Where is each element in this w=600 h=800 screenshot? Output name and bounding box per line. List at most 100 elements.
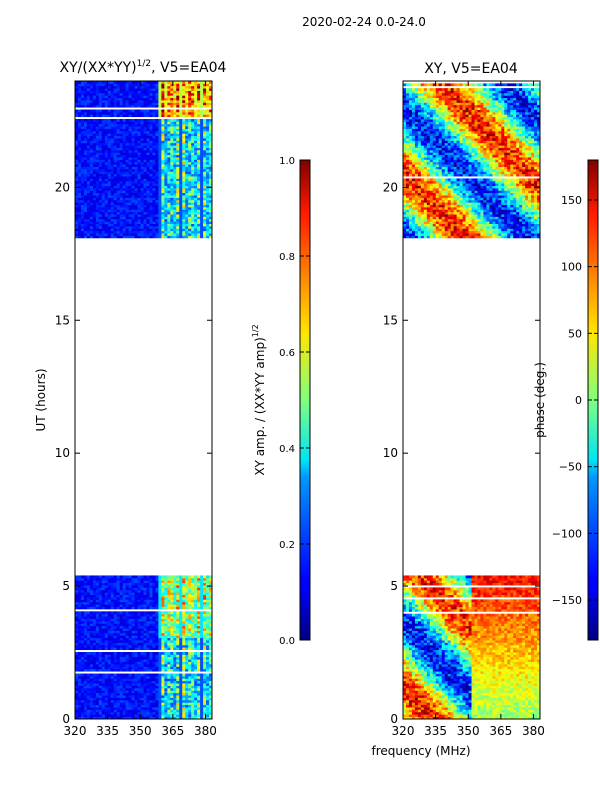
heatmap-cell [179, 678, 183, 682]
heatmap-cell [194, 620, 198, 624]
heatmap-cell [182, 145, 186, 148]
heatmap-cell [173, 161, 177, 165]
heatmap-cell [161, 161, 165, 165]
heatmap-cell [113, 202, 118, 205]
heatmap-cell [185, 647, 189, 651]
heatmap-cell [179, 625, 183, 629]
heatmap-cell [170, 209, 174, 213]
heatmap-cell [137, 577, 141, 581]
heatmap-cell [176, 171, 180, 175]
heatmap-cell [197, 218, 201, 222]
heatmap-cell [152, 630, 156, 634]
heatmap-cell [170, 159, 174, 163]
heatmap-cell [182, 620, 186, 624]
heatmap-cell [173, 642, 177, 646]
heatmap-cell [92, 635, 97, 639]
heatmap-cell [185, 228, 189, 232]
heatmap-cell [101, 187, 106, 191]
heatmap-cell [125, 190, 130, 194]
heatmap-cell [167, 211, 171, 215]
heatmap-cell [131, 673, 135, 677]
heatmap-cell [176, 197, 180, 201]
heatmap-cell [203, 640, 207, 643]
heatmap-cell [125, 123, 130, 127]
heatmap-cell [200, 145, 204, 148]
heatmap-cell [158, 692, 162, 696]
heatmap-cell [179, 716, 183, 719]
heatmap-cell [119, 575, 124, 579]
heatmap-cell [104, 652, 109, 655]
heatmap-cell [92, 138, 97, 141]
heatmap-cell [125, 121, 130, 125]
heatmap-cell [110, 168, 115, 172]
heatmap-cell [77, 640, 82, 643]
heatmap-cell [92, 623, 97, 627]
heatmap-cell [140, 623, 144, 627]
heatmap-cell [75, 130, 79, 134]
heatmap-cell [179, 149, 183, 153]
heatmap-cell [86, 642, 91, 646]
heatmap-cell [170, 683, 174, 686]
heatmap-cell [173, 630, 177, 634]
heatmap-cell [185, 642, 189, 646]
heatmap-cell [188, 601, 192, 605]
heatmap-cell [86, 228, 91, 232]
heatmap-cell [92, 699, 97, 703]
heatmap-cell [104, 623, 109, 627]
heatmap-cell [134, 642, 138, 646]
heatmap-cell [86, 185, 91, 189]
heatmap-cell [191, 119, 195, 122]
heatmap-cell [161, 119, 165, 122]
heatmap-cell [101, 130, 106, 134]
heatmap-cell [107, 214, 112, 217]
heatmap-cell [86, 225, 91, 229]
heatmap-cell [149, 704, 153, 708]
heatmap-cell [209, 178, 212, 182]
heatmap-cell [116, 623, 121, 627]
heatmap-cell [110, 126, 115, 129]
heatmap-cell [86, 145, 91, 148]
heatmap-cell [140, 699, 144, 703]
heatmap-cell [134, 211, 138, 215]
heatmap-cell [128, 663, 132, 667]
heatmap-cell [80, 699, 85, 703]
heatmap-cell [128, 613, 132, 617]
heatmap-cell [206, 656, 210, 660]
heatmap-cell [125, 119, 130, 122]
heatmap-cell [188, 128, 192, 132]
heatmap-cell [95, 642, 100, 646]
heatmap-cell [209, 611, 212, 615]
heatmap-cell [197, 697, 201, 701]
heatmap-cell [173, 159, 177, 163]
heatmap-cell [143, 195, 147, 198]
heatmap-cell [101, 699, 106, 703]
heatmap-cell [110, 594, 115, 598]
heatmap-cell [143, 221, 147, 224]
heatmap-cell [206, 647, 210, 651]
heatmap-cell [161, 666, 165, 670]
heatmap-cell [122, 659, 127, 662]
heatmap-cell [194, 218, 198, 222]
heatmap-cell [131, 606, 135, 610]
heatmap-cell [104, 582, 109, 586]
heatmap-cell [107, 594, 112, 598]
heatmap-cell [185, 635, 189, 639]
heatmap-cell [152, 218, 156, 222]
heatmap-cell [83, 147, 88, 151]
heatmap-cell [152, 704, 156, 708]
heatmap-cell [77, 138, 82, 141]
heatmap-cell [75, 647, 79, 651]
heatmap-cell [77, 154, 82, 158]
heatmap-cell [137, 223, 141, 227]
heatmap-cell [110, 716, 115, 719]
heatmap-cell [128, 154, 132, 158]
heatmap-cell [164, 673, 168, 677]
heatmap-cell [125, 178, 130, 182]
heatmap-cell [209, 683, 212, 686]
heatmap-cell [161, 644, 165, 648]
heatmap-cell [146, 180, 150, 184]
heatmap-cell [203, 209, 207, 213]
heatmap-cell [176, 716, 180, 719]
heatmap-cell [125, 642, 130, 646]
heatmap-cell [155, 114, 159, 118]
